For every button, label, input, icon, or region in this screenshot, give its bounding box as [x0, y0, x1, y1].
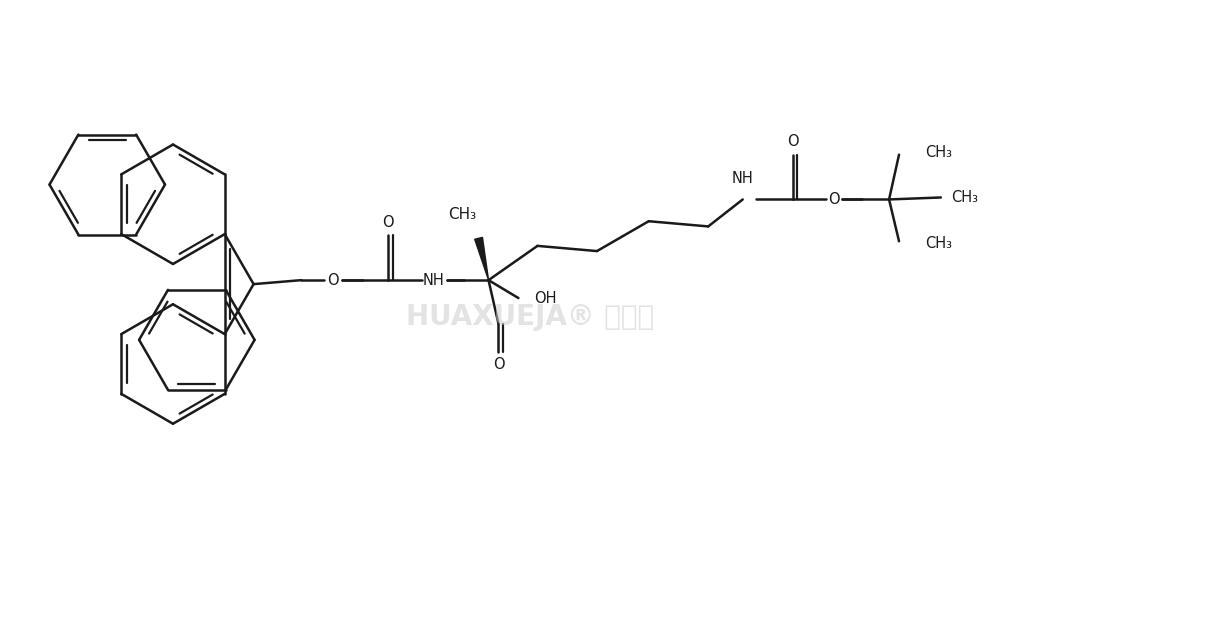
- Text: NH: NH: [732, 170, 754, 185]
- Text: CH₃: CH₃: [951, 190, 978, 205]
- Text: HUAXUEJA® 化学加: HUAXUEJA® 化学加: [407, 303, 654, 331]
- Text: O: O: [787, 134, 798, 149]
- Text: O: O: [493, 357, 504, 372]
- Text: O: O: [382, 215, 393, 230]
- Text: CH₃: CH₃: [924, 236, 952, 251]
- Polygon shape: [475, 238, 488, 280]
- Text: CH₃: CH₃: [448, 207, 476, 223]
- Text: OH: OH: [535, 290, 557, 305]
- Text: CH₃: CH₃: [924, 145, 952, 160]
- Text: O: O: [828, 192, 840, 207]
- Text: O: O: [328, 272, 339, 287]
- Text: NH: NH: [423, 272, 445, 287]
